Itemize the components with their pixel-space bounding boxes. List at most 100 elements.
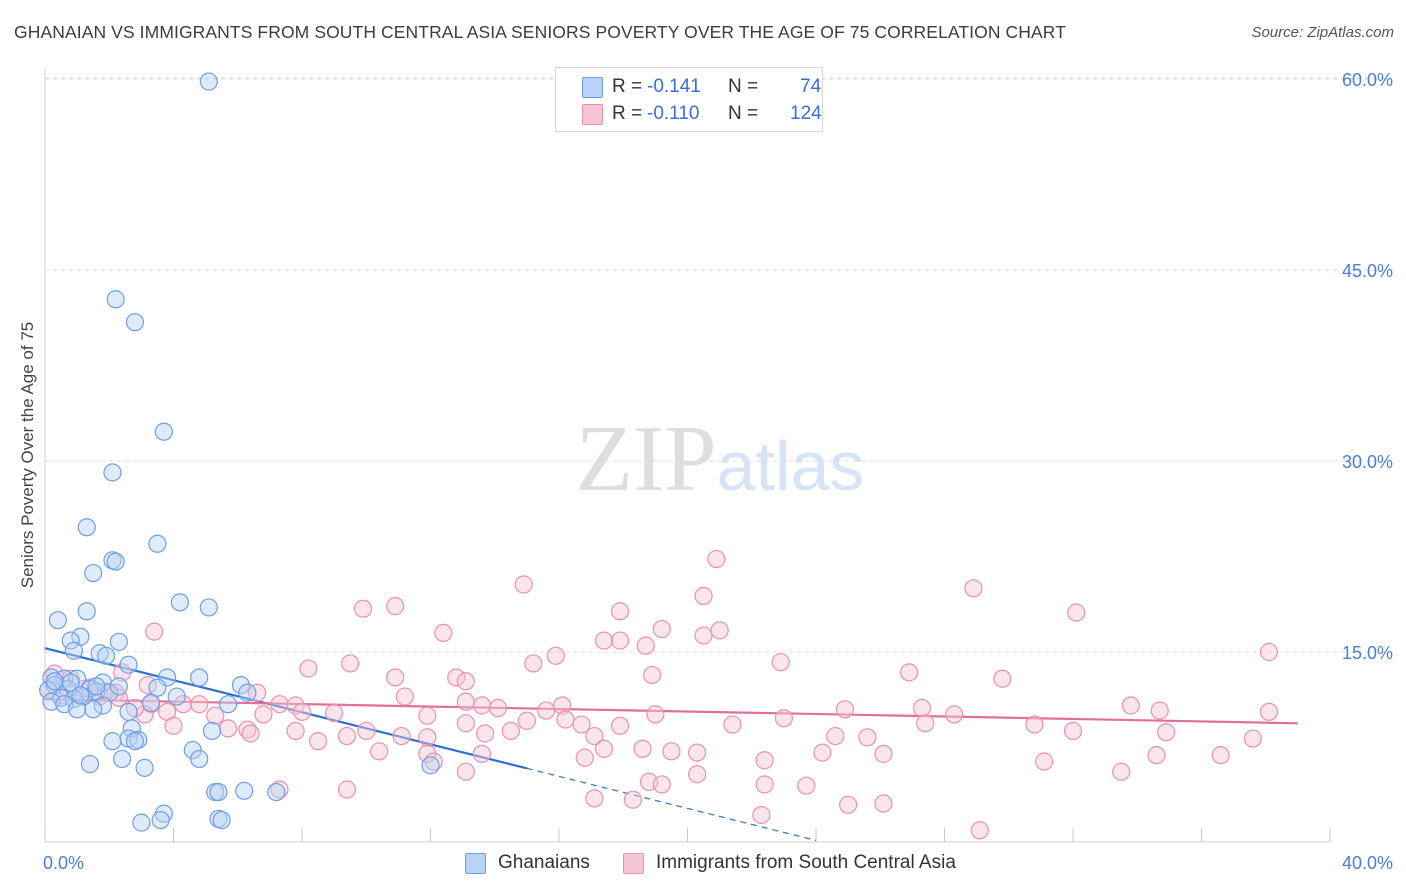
point-immigrants: [418, 744, 437, 763]
point-immigrants: [755, 751, 774, 770]
point-immigrants: [537, 701, 556, 720]
point-immigrants: [299, 659, 318, 678]
point-ghanaians: [96, 646, 116, 665]
trend-line-immigrants: [44, 698, 1298, 725]
legend-n-label: N =: [728, 103, 759, 124]
point-immigrants: [835, 700, 855, 719]
legend-n-value: 74: [800, 76, 822, 97]
point-immigrants: [386, 597, 405, 616]
point-immigrants: [241, 724, 260, 743]
point-immigrants: [370, 742, 389, 761]
point-immigrants: [517, 711, 536, 730]
point-ghanaians: [267, 782, 286, 802]
point-ghanaians: [112, 749, 132, 769]
point-immigrants: [993, 669, 1012, 688]
point-ghanaians: [68, 700, 87, 719]
point-immigrants: [1121, 696, 1140, 715]
point-immigrants: [1147, 746, 1166, 765]
point-immigrants: [456, 762, 475, 781]
point-immigrants: [774, 709, 793, 728]
point-immigrants: [610, 602, 630, 621]
x-tick-label-min: 0.0%: [43, 853, 84, 873]
point-ghanaians: [135, 758, 154, 777]
watermark: ZIPatlas: [576, 407, 865, 511]
point-immigrants: [662, 742, 681, 761]
points-ghanaians: [39, 72, 440, 832]
point-immigrants: [610, 631, 630, 650]
x-tick-label-max: 40.0%: [1342, 853, 1393, 873]
y-tick-label: 15.0%: [1342, 643, 1393, 663]
point-immigrants: [585, 789, 604, 808]
point-immigrants: [839, 795, 858, 814]
point-immigrants: [546, 646, 565, 665]
point-immigrants: [1063, 721, 1083, 741]
point-immigrants: [247, 683, 267, 702]
point-ghanaians: [148, 534, 167, 553]
point-immigrants: [308, 732, 328, 751]
point-immigrants: [488, 698, 508, 718]
point-immigrants: [694, 586, 713, 606]
point-ghanaians: [106, 290, 125, 309]
legend-swatch-immigrants: [582, 104, 603, 125]
point-immigrants: [341, 654, 360, 673]
point-ghanaians: [151, 810, 170, 830]
legend-r-label: R =: [612, 76, 643, 97]
point-ghanaians: [80, 754, 100, 774]
point-immigrants: [710, 621, 729, 640]
point-immigrants: [524, 654, 543, 673]
point-ghanaians: [190, 668, 209, 687]
tick-labels: 15.0% 30.0% 45.0% 60.0% 0.0% 40.0%: [43, 70, 1393, 873]
point-immigrants: [1243, 729, 1263, 748]
legend-label-ghanaians: Ghanaians: [498, 852, 590, 873]
point-immigrants: [623, 790, 642, 809]
point-ghanaians: [87, 677, 106, 696]
point-immigrants: [112, 663, 132, 682]
point-ghanaians: [231, 676, 251, 695]
point-ghanaians: [45, 672, 64, 691]
point-ghanaians: [199, 598, 218, 617]
point-immigrants: [292, 702, 312, 721]
point-immigrants: [771, 653, 790, 672]
point-ghanaians: [106, 552, 125, 571]
point-immigrants: [858, 728, 877, 747]
point-ghanaians: [238, 683, 257, 702]
point-ghanaians: [190, 749, 209, 769]
point-immigrants: [501, 721, 520, 741]
point-immigrants: [418, 728, 437, 747]
legend-n-label: N =: [728, 76, 759, 97]
point-ghanaians: [125, 313, 145, 332]
source-label: Source: ZipAtlas.com: [1251, 24, 1394, 41]
point-immigrants: [633, 739, 652, 758]
point-immigrants: [270, 780, 289, 799]
trend-solid-immigrants: [44, 698, 1298, 725]
point-immigrants: [353, 599, 373, 618]
point-immigrants: [813, 743, 832, 762]
point-immigrants: [1067, 603, 1086, 622]
point-ghanaians: [84, 563, 103, 583]
point-immigrants: [190, 695, 209, 714]
point-ghanaians: [202, 721, 222, 741]
point-immigrants: [1112, 762, 1131, 781]
point-immigrants: [970, 821, 989, 840]
point-immigrants: [514, 575, 533, 594]
point-immigrants: [386, 668, 405, 687]
legend-swatch-ghanaians: [465, 853, 486, 874]
point-immigrants: [572, 715, 591, 734]
point-immigrants: [575, 748, 594, 767]
point-ghanaians: [77, 518, 96, 537]
point-immigrants: [610, 716, 630, 735]
point-ghanaians: [84, 700, 103, 719]
point-ghanaians: [64, 641, 84, 660]
point-immigrants: [325, 704, 344, 723]
point-ghanaians: [212, 810, 231, 830]
point-immigrants: [395, 687, 414, 706]
point-ghanaians: [61, 631, 80, 650]
point-ghanaians: [103, 732, 122, 751]
y-tick-label: 45.0%: [1342, 261, 1393, 281]
point-immigrants: [652, 775, 671, 794]
point-ghanaians: [71, 686, 90, 705]
point-immigrants: [643, 665, 662, 685]
y-tick-label: 30.0%: [1342, 452, 1393, 472]
trend-line-ghanaians: [44, 647, 817, 842]
point-ghanaians: [103, 463, 122, 482]
